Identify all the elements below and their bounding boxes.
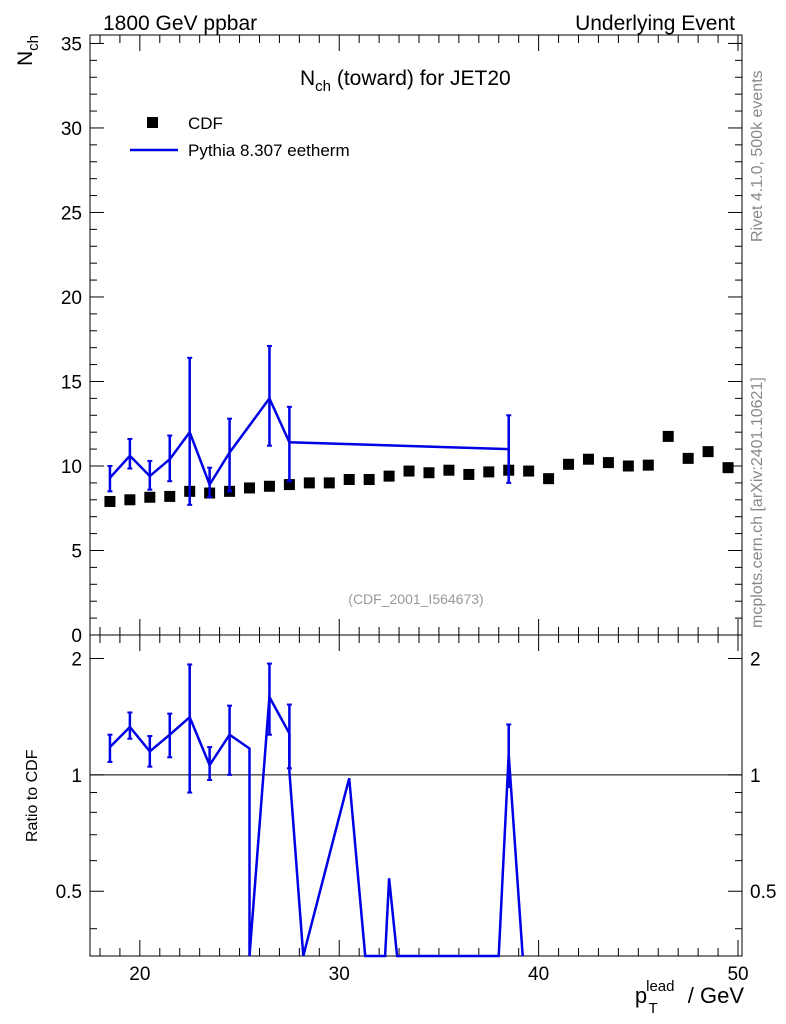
cdf-data-point xyxy=(164,490,176,502)
main-y-tick-label: 10 xyxy=(61,457,82,478)
cdf-data-point xyxy=(523,465,535,477)
x-tick-label: 30 xyxy=(329,964,350,985)
cdf-data-point xyxy=(403,465,415,477)
cdf-data-point xyxy=(423,467,435,479)
x-tick-label: 40 xyxy=(528,964,549,985)
main-y-tick-label: 15 xyxy=(61,372,82,393)
ratio-series-line xyxy=(109,692,524,958)
x-axis-label: plead T / GeV xyxy=(635,978,744,1017)
main-x-axis-ticks xyxy=(99,35,739,635)
cdf-data-point xyxy=(682,452,694,464)
ratio-y-tick-label-right: 2 xyxy=(750,649,761,670)
cdf-data-point xyxy=(582,453,594,465)
ratio-y-tick-label-right: 0.5 xyxy=(750,882,776,903)
cdf-data-point xyxy=(622,460,634,472)
cdf-data-point xyxy=(144,491,156,503)
cdf-data-point xyxy=(463,468,475,480)
main-data-layer xyxy=(104,344,734,507)
cdf-data-point xyxy=(702,446,714,458)
cdf-data-point xyxy=(662,430,674,442)
ratio-y-axis-label: Ratio to CDF xyxy=(24,749,41,842)
ratio-y-tick-label-right: 1 xyxy=(750,766,761,787)
cdf-data-point xyxy=(124,494,136,506)
legend-cdf-marker xyxy=(147,117,158,128)
ratio-plot-frame xyxy=(89,634,743,957)
cdf-data-point xyxy=(383,470,395,482)
main-y-tick-label: 25 xyxy=(61,203,82,224)
ratio-x-axis-ticks: 20 30 40 50 xyxy=(99,635,749,985)
cdf-data-point xyxy=(543,473,555,485)
main-y-tick-label: 0 xyxy=(71,626,82,647)
cdf-data-point xyxy=(642,459,654,471)
cdf-data-point xyxy=(283,479,295,491)
cdf-data-point xyxy=(483,466,495,478)
main-y-axis-label: Nch xyxy=(14,35,42,66)
pythia-series-line xyxy=(108,395,509,488)
main-y-tick-label: 5 xyxy=(71,541,82,562)
ratio-data-layer xyxy=(90,662,742,958)
header-energy-label: 1800 GeV ppbar xyxy=(103,12,257,35)
cdf-data-point xyxy=(722,462,734,474)
cdf-data-point xyxy=(244,482,256,494)
cdf-data-point xyxy=(343,474,355,486)
legend-pythia-label: Pythia 8.307 eetherm xyxy=(188,141,350,160)
cdf-data-point xyxy=(323,477,335,489)
main-y-tick-label: 30 xyxy=(61,119,82,140)
legend-cdf-label: CDF xyxy=(188,114,223,133)
main-y-tick-label: 20 xyxy=(61,288,82,309)
rivet-version-label: Rivet 4.1.0, 500k events xyxy=(749,70,766,242)
analysis-id-label: (CDF_2001_I564673) xyxy=(348,591,483,607)
mcplots-source-label: mcplots.cern.ch [arXiv:2401.10621] xyxy=(749,377,766,628)
cdf-data-point xyxy=(563,458,575,470)
cdf-data-point xyxy=(303,477,315,489)
x-tick-label: 50 xyxy=(727,964,748,985)
cdf-data-point xyxy=(602,457,614,469)
ratio-y-axis-ticks: 0.5 0.5 1 1 2 2 xyxy=(56,649,776,930)
ratio-y-tick-label: 2 xyxy=(71,649,82,670)
cdf-data-point xyxy=(443,464,455,476)
plot-title: Nch (toward) for JET20 xyxy=(300,67,511,95)
cdf-data-point xyxy=(104,495,116,507)
main-y-axis-ticks: 0 5 10 15 20 25 30 35 xyxy=(61,34,742,647)
header-process-label: Underlying Event xyxy=(575,12,735,35)
ratio-y-tick-label: 1 xyxy=(71,766,82,787)
ratio-y-tick-label: 0.5 xyxy=(56,882,82,903)
x-tick-label: 20 xyxy=(129,964,150,985)
cdf-data-point xyxy=(263,480,275,492)
main-y-tick-label: 35 xyxy=(61,34,82,55)
cdf-data-point xyxy=(363,474,375,486)
